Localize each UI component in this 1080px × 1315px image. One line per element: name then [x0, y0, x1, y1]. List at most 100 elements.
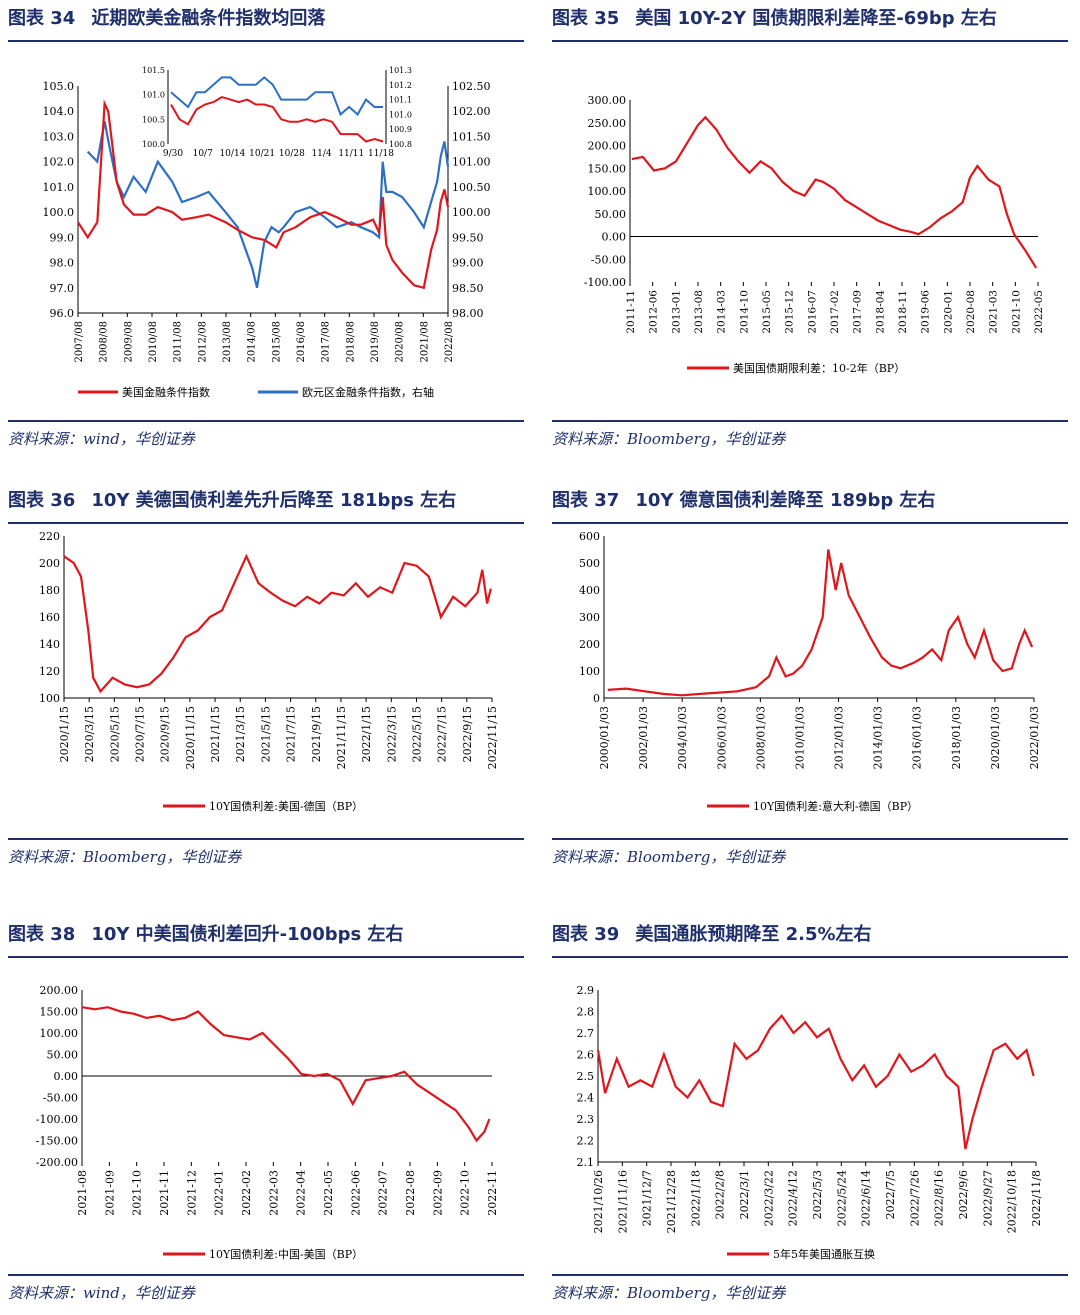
inset-line-us: [170, 96, 384, 143]
source-rule: [552, 1274, 1068, 1276]
inset-y-tick-label: 100.0: [142, 140, 165, 149]
x-tick-label: 2021/11/15: [335, 706, 348, 769]
figure-title-text: 10Y 德意国债利差降至 189bp 左右: [635, 490, 936, 511]
y-tick-label: 200: [579, 638, 600, 651]
y-tick-label: 100.0: [43, 206, 75, 219]
y-tick-label: 50.00: [595, 208, 627, 221]
title-rule: [552, 522, 1068, 524]
chart-financial-conditions: 105.0 104.0 103.0 102.0 101.0 100.0 99.0 98.0 97…: [43, 66, 491, 399]
x-tick-label: 2010/08: [148, 321, 159, 363]
source-rule: [552, 838, 1068, 840]
figure-number: 图表 38: [8, 924, 76, 945]
inset-x-tick-label: 11/11: [338, 149, 364, 159]
x-tick-label: 2014-10: [738, 290, 750, 334]
panel-fig35: 图表 35 美国 10Y-2Y 国债期限利差降至-69bp 左右 300.00 25…: [552, 4, 1068, 454]
x-tick-label: 2022/3/1: [738, 1170, 751, 1219]
x-tick-label: 2020/7/15: [134, 706, 147, 762]
inset-x-tick-label: 9/30: [163, 149, 183, 159]
x-tick-label: 2022/7/5: [884, 1170, 897, 1219]
panel-fig34: 图表 34 近期欧美金融条件指数均回落 105.0 104.0 103.0 102.0 1…: [8, 4, 524, 454]
x-tick-label: 2022/7/15: [436, 706, 449, 762]
inset-x-tick-label: 10/7: [193, 149, 213, 159]
x-tick-label: 2006/01/03: [715, 706, 728, 769]
x-tick-label: 2018/08: [345, 321, 356, 363]
x-tick-label: 2022-06: [349, 1170, 362, 1216]
x-tick-label: 2022-10: [459, 1170, 472, 1216]
series-line-eurozone: [86, 121, 450, 289]
x-tick-label: 2015/08: [271, 321, 282, 363]
x-tick-label: 2022/5/15: [410, 706, 423, 762]
x-tick-label: 2009/08: [123, 321, 134, 363]
x-tick-label: 2022-05: [1033, 290, 1045, 334]
x-tick-label: 2020/9/15: [159, 706, 172, 762]
source-note: 资料来源：Bloomberg，华创证券: [552, 848, 786, 866]
y2-tick-label: 100.50: [452, 181, 491, 194]
x-tick-label: 2013/08: [222, 321, 233, 363]
x-tick-label: 2022-01: [213, 1170, 226, 1216]
y2-tick-label: 99.50: [452, 231, 484, 244]
y-tick-label: 103.0: [43, 130, 75, 143]
inset-y-tick-label: 100.5: [142, 115, 165, 124]
y-tick-label: 100.00: [588, 185, 627, 198]
panel-fig38: 图表 38 10Y 中美国债利差回升-100bps 左右 200.00 150.00…: [8, 920, 524, 1312]
y-tick-label: 100.00: [40, 1027, 79, 1040]
figure-number: 图表 39: [552, 924, 620, 945]
y-tick-label: 140: [39, 638, 60, 651]
x-tick-label: 2007/08: [74, 321, 85, 363]
y-tick-label: 0: [593, 692, 600, 705]
y-tick-label: 102.0: [43, 156, 75, 169]
figure-number: 图表 37: [552, 490, 620, 511]
legend-label: 5年5年美国通胀互换: [773, 1247, 875, 1261]
x-tick-label: 2022-11: [486, 1170, 499, 1216]
y-tick-label: 97.0: [50, 282, 75, 295]
y2-tick-label: 98.00: [452, 307, 484, 320]
figure-title-text: 美国 10Y-2Y 国债期限利差降至-69bp 左右: [635, 8, 997, 29]
x-tick-label: 2011-11: [625, 290, 637, 334]
x-tick-label: 2020/5/15: [108, 706, 121, 762]
inset-x-tick-label: 10/28: [279, 149, 305, 159]
x-tick-label: 2016-07: [806, 290, 818, 334]
x-tick-label: 2022/2/8: [714, 1170, 727, 1219]
y-tick-label: 105.0: [43, 80, 75, 93]
x-tick-label: 2019/08: [370, 321, 381, 363]
source-note: 资料来源：Bloomberg，华创证券: [552, 1284, 786, 1302]
inset-y2-tick-label: 100.9: [389, 125, 412, 134]
x-tick-label: 2014/01/03: [872, 706, 885, 769]
y-tick-label: 220: [39, 530, 60, 543]
y2-tick-label: 100.00: [452, 206, 491, 219]
inset-y-tick-label: 101.0: [142, 91, 165, 100]
y-tick-label: 2.8: [577, 1006, 595, 1019]
legend-label: 美国国债期限利差：10-2年（BP）: [733, 361, 905, 375]
y2-tick-label: 99.00: [452, 257, 484, 270]
title-rule: [552, 40, 1068, 42]
title-rule: [552, 956, 1068, 958]
y-tick-label: 2.6: [577, 1049, 595, 1062]
inset-x-tick-label: 10/14: [219, 149, 245, 159]
x-tick-label: 2020/3/15: [83, 706, 96, 762]
x-tick-label: 2022/1/15: [360, 706, 373, 762]
figure-title: 图表 35 美国 10Y-2Y 国债期限利差降至-69bp 左右: [552, 4, 997, 34]
series-line: [81, 1006, 491, 1143]
figure-number: 图表 35: [552, 8, 620, 29]
x-tick-label: 2022/9/27: [981, 1170, 994, 1226]
chart-us-term-spread: 300.00 250.00 200.00 150.00 100.00 50.00 0.00 -…: [584, 94, 1045, 375]
x-tick-label: 2022/7/26: [908, 1170, 921, 1226]
y-tick-label: 500: [579, 557, 600, 570]
x-tick-label: 2022/11/8: [1030, 1170, 1043, 1226]
legend-label: 欧元区金融条件指数，右轴: [302, 385, 434, 399]
y2-tick-label: 101.50: [452, 130, 491, 143]
x-tick-label: 2022/9/15: [461, 706, 474, 762]
y-tick-label: -150.00: [36, 1135, 78, 1148]
x-tick-label: 2008/08: [99, 321, 110, 363]
y-tick-label: -100.00: [584, 276, 626, 289]
y-tick-label: 200.00: [588, 140, 627, 153]
x-tick-label: 2021/08: [419, 321, 430, 363]
x-tick-label: 2021/5/15: [259, 706, 272, 762]
title-rule: [8, 522, 524, 524]
series-line: [596, 1014, 1035, 1150]
legend-label: 10Y国债利差:美国-德国（BP）: [209, 799, 363, 813]
y-tick-label: 100: [39, 692, 60, 705]
source-note: 资料来源：Bloomberg，华创证券: [8, 848, 242, 866]
x-tick-label: 2012/08: [197, 321, 208, 363]
